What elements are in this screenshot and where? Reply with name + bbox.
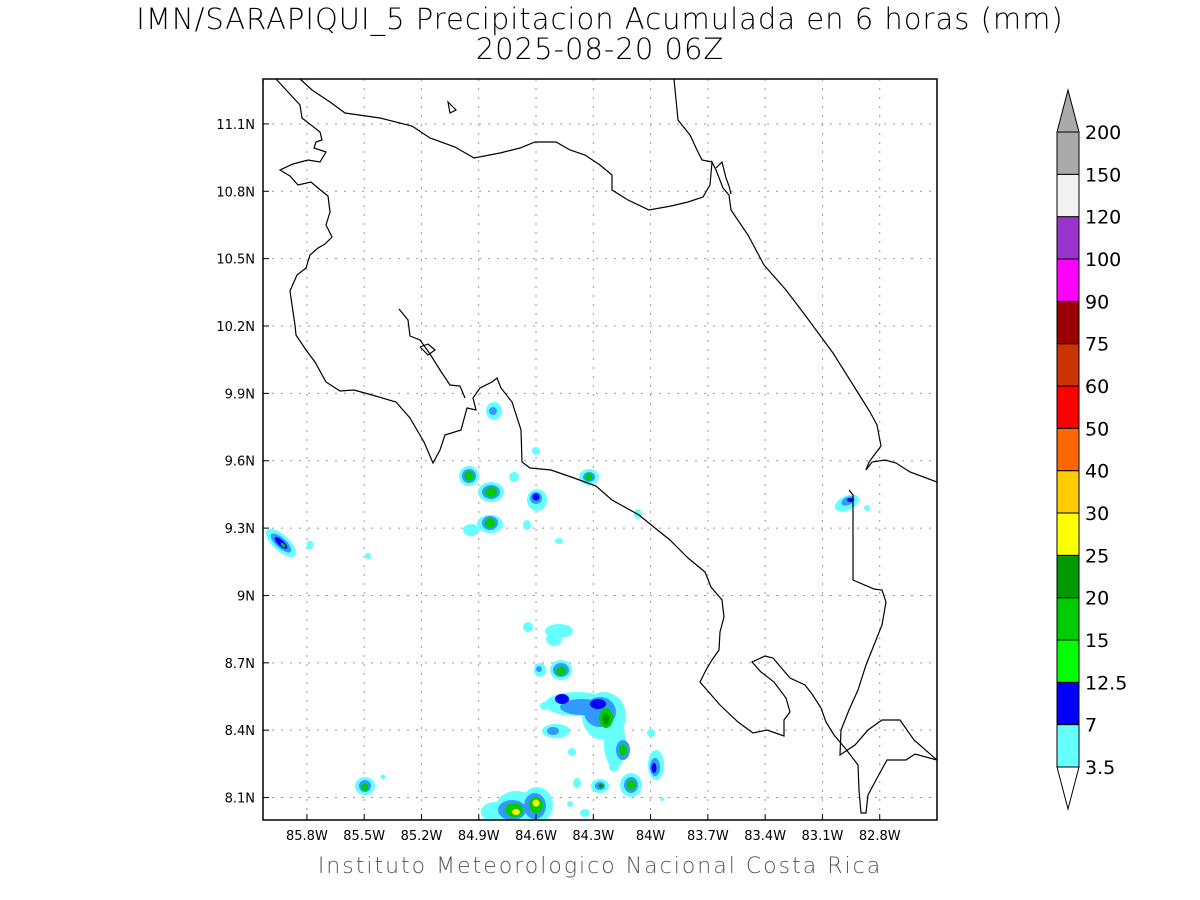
colorbar-label: 150 (1085, 164, 1121, 186)
precip-cell (355, 553, 386, 795)
colorbar-swatch (1056, 427, 1080, 472)
colorbar-max-arrow (1056, 88, 1080, 133)
lon-tick-label: 85.8W (286, 829, 328, 844)
lon-tick-label: 84.6W (515, 829, 557, 844)
colorbar-label: 30 (1085, 503, 1109, 525)
colorbar-label: 3.5 (1085, 757, 1115, 779)
precip-cell (265, 528, 314, 558)
colorbar-label: 120 (1085, 207, 1121, 229)
colorbar-swatch (1056, 216, 1080, 260)
lat-tick-label: 9.3N (225, 522, 255, 537)
lon-tick-label: 83.4W (744, 829, 786, 844)
lat-tick-label: 8.1N (225, 792, 255, 807)
colorbar-label: 7 (1085, 715, 1097, 737)
colorbar-label: 40 (1085, 461, 1109, 483)
colorbar-swatch (1056, 554, 1080, 599)
lat-tick-label: 10.5N (216, 253, 255, 268)
colorbar-min-arrow (1056, 766, 1080, 811)
colorbar-label: 200 (1085, 122, 1121, 144)
colorbar-swatch (1056, 258, 1080, 302)
lon-tick-label: 83.7W (687, 829, 729, 844)
map-frame (262, 78, 938, 821)
precip-cell (481, 622, 664, 820)
lon-tick-label: 85.5W (343, 829, 385, 844)
lat-tick-label: 8.7N (225, 657, 255, 672)
lat-tick-label: 9.6N (225, 455, 255, 470)
lat-tick-label: 9N (237, 589, 255, 604)
colorbar-swatch (1056, 724, 1080, 768)
colorbar-swatch (1056, 385, 1080, 429)
colorbar-label: 90 (1085, 291, 1109, 313)
colorbar-label: 20 (1085, 588, 1109, 610)
lon-tick-label: 84.3W (572, 829, 614, 844)
colorbar-swatch (1056, 597, 1080, 641)
lon-tick-label: 84.9W (458, 829, 500, 844)
map-footer-credit: Instituto Meteorologico Nacional Costa R… (317, 854, 883, 879)
lat-tick-label: 9.9N (225, 387, 255, 402)
lon-tick-label: 84W (636, 829, 666, 844)
colorbar-label: 12.5 (1085, 672, 1127, 694)
lon-tick-label: 83.1W (802, 829, 844, 844)
lat-tick-label: 10.8N (216, 185, 255, 200)
map-title: IMN/SARAPIQUI_5 Precipitacion Acumulada … (136, 2, 1064, 36)
colorbar-swatch (1056, 300, 1080, 345)
colorbar-swatch (1056, 639, 1080, 683)
lat-tick-label: 11.1N (216, 118, 255, 133)
lat-tick-label: 10.2N (216, 320, 255, 335)
map-valid-time: 2025-08-20 06Z (475, 32, 725, 66)
colorbar-label: 15 (1085, 630, 1109, 652)
colorbar-label: 60 (1085, 376, 1109, 398)
coastline (263, 79, 937, 814)
colorbar-label: 75 (1085, 334, 1109, 356)
colorbar-swatch (1056, 470, 1080, 514)
precip-fields (265, 402, 870, 820)
colorbar-swatch (1056, 173, 1080, 218)
lon-tick-label: 82.8W (859, 829, 901, 844)
lat-tick-label: 8.4N (225, 724, 255, 739)
map-gridlines (263, 79, 937, 820)
longitude-axis: 85.8W 85.5W 85.2W 84.9W 84.6W 84.3W 84W 83.7W 83… (286, 814, 901, 844)
precip-cell (459, 402, 563, 544)
colorbar-label: 50 (1085, 418, 1109, 440)
colorbar-legend: 3.5 7 12.5 15 20 25 30 40 50 60 75 90 100 120 150 200 (1056, 88, 1127, 811)
latitude-axis: 8.1N 8.4N 8.7N 9N 9.3N 9.6N 9.9N 10.2N 10.5N 10.8… (216, 118, 269, 807)
lon-tick-label: 85.2W (401, 829, 443, 844)
colorbar-label: 25 (1085, 545, 1109, 567)
colorbar-swatch (1056, 681, 1080, 726)
colorbar-swatch (1056, 131, 1080, 175)
colorbar-swatch (1056, 343, 1080, 387)
colorbar-label: 100 (1085, 249, 1121, 271)
colorbar-swatch (1056, 512, 1080, 556)
